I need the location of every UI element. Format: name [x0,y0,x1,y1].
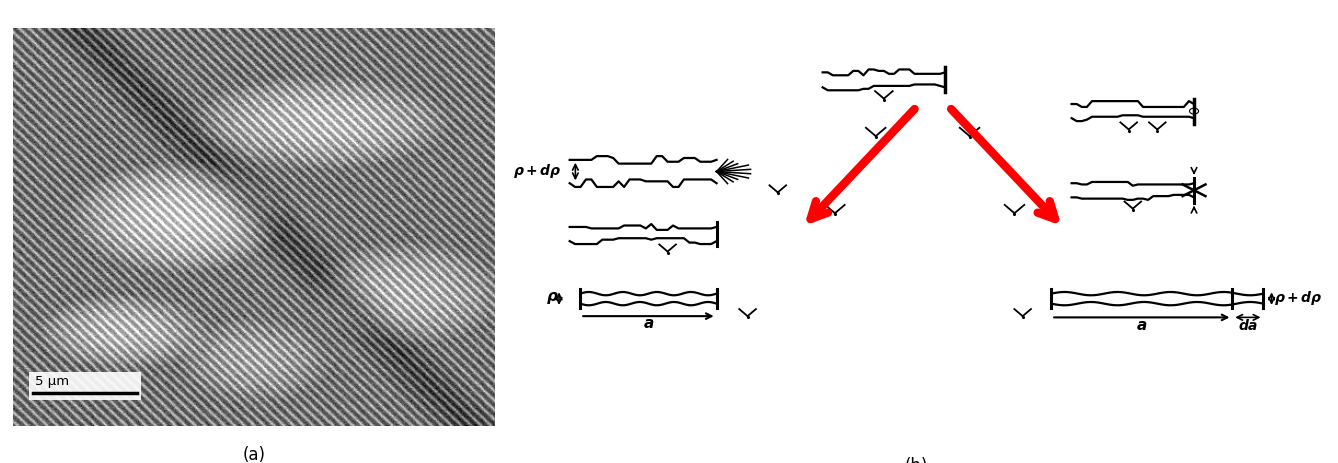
Text: $\boldsymbol{a}$: $\boldsymbol{a}$ [1136,318,1148,333]
Text: $\boldsymbol{\rho}$: $\boldsymbol{\rho}$ [546,290,559,306]
Text: (b): (b) [904,457,929,463]
Bar [28,372,142,400]
Text: $\boldsymbol{a}$: $\boldsymbol{a}$ [642,316,654,331]
Text: (a): (a) [242,446,266,463]
Text: $\boldsymbol{\rho + d\rho}$: $\boldsymbol{\rho + d\rho}$ [512,162,561,180]
Text: $\boldsymbol{\rho + d\rho}$: $\boldsymbol{\rho + d\rho}$ [1274,289,1323,307]
Text: 5 μm: 5 μm [35,375,70,388]
Text: $\boldsymbol{da}$: $\boldsymbol{da}$ [1238,318,1258,333]
